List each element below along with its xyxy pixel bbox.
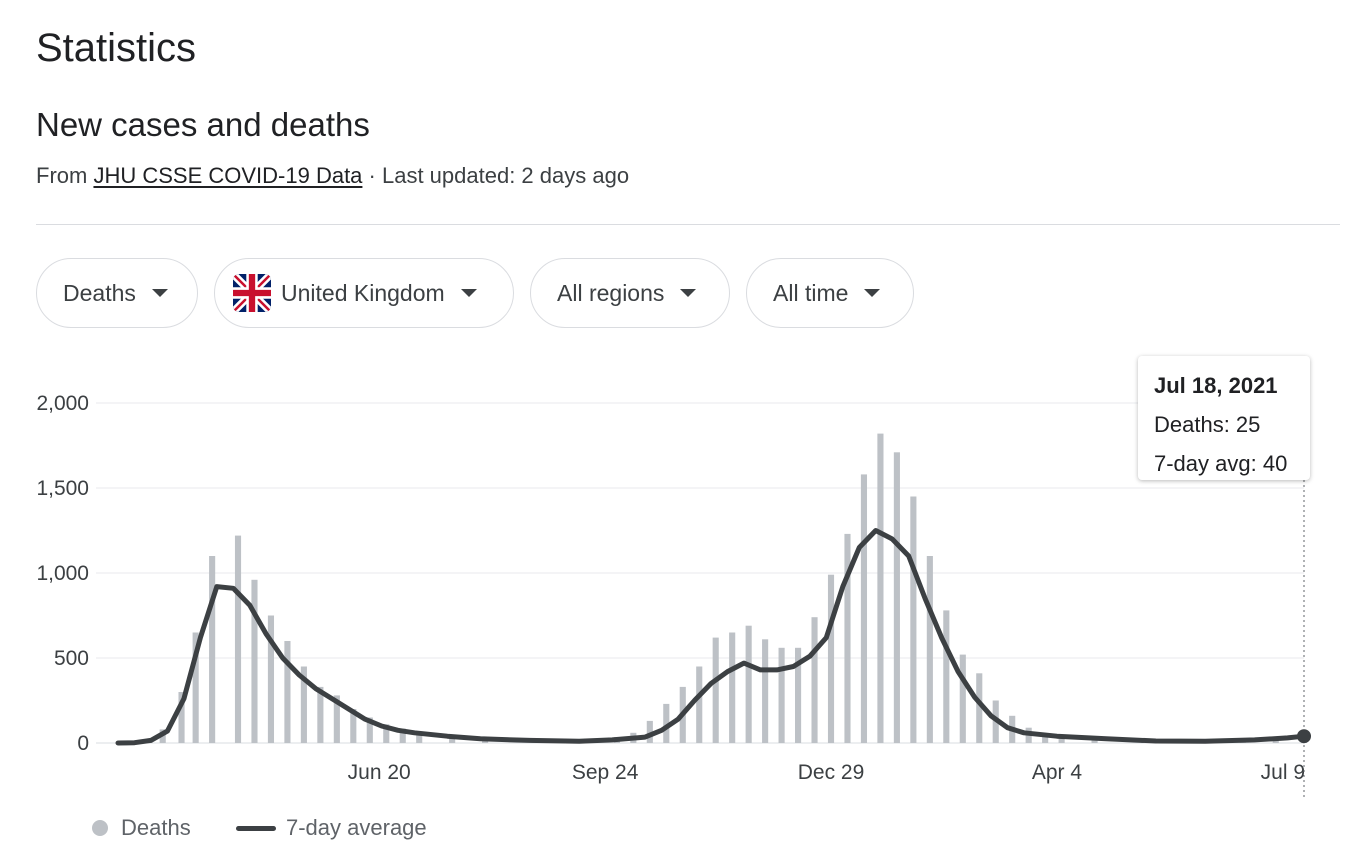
- death-bar: [811, 617, 818, 743]
- uk-flag-icon: [233, 274, 271, 312]
- death-bar: [877, 433, 884, 743]
- death-bar: [1091, 738, 1098, 743]
- death-bar: [192, 632, 199, 743]
- chart-svg[interactable]: 0 500 1,000 1,500 2,000 Jun 20 Sep 24 Dec 29 Apr…: [0, 340, 1354, 820]
- y-tick-label: 500: [54, 647, 89, 670]
- tooltip-average: 7-day avg: 40: [1154, 451, 1288, 476]
- x-tick-label: Dec 29: [798, 761, 865, 784]
- chart-tooltip: Jul 18, 2021 Deaths: 25 7-day avg: 40: [1138, 356, 1310, 480]
- seven-day-average-line: [115, 528, 1307, 746]
- y-tick-label: 1,500: [36, 477, 89, 500]
- source-prefix: From: [36, 163, 88, 188]
- death-bar: [976, 673, 983, 743]
- source-line: From JHU CSSE COVID-19 Data · Last updat…: [36, 163, 629, 189]
- death-bar: [663, 703, 670, 743]
- death-bar: [251, 579, 258, 743]
- death-bar: [795, 647, 802, 743]
- death-bar: [646, 720, 653, 743]
- region-label: All regions: [557, 279, 665, 306]
- death-bar: [745, 625, 752, 743]
- x-tick-label: Jun 20: [348, 761, 411, 784]
- tooltip-date: Jul 18, 2021: [1154, 373, 1278, 398]
- death-bar: [284, 641, 291, 743]
- death-bar: [300, 666, 307, 743]
- country-label: United Kingdom: [281, 279, 445, 306]
- death-bar: [383, 724, 390, 743]
- death-bar: [267, 615, 275, 743]
- country-dropdown[interactable]: United Kingdom: [214, 258, 514, 328]
- metric-dropdown[interactable]: Deaths: [36, 258, 198, 328]
- range-label: All time: [773, 279, 849, 306]
- region-dropdown[interactable]: All regions: [530, 258, 730, 328]
- death-bar: [943, 610, 950, 743]
- caret-down-icon: [680, 289, 697, 297]
- death-bar: [959, 654, 966, 743]
- highlight-point: [1297, 729, 1311, 744]
- death-bar: [416, 732, 423, 743]
- metric-label: Deaths: [63, 279, 136, 306]
- divider: [36, 224, 1340, 225]
- death-bar: [366, 717, 373, 743]
- caret-down-icon: [460, 289, 477, 297]
- death-bar: [860, 474, 868, 743]
- death-bar: [762, 639, 769, 743]
- death-bar: [350, 709, 357, 743]
- death-bar: [893, 452, 900, 743]
- x-tick-label: Apr 4: [1032, 761, 1083, 784]
- tooltip-deaths: Deaths: 25: [1154, 412, 1261, 437]
- death-bar: [926, 556, 933, 743]
- range-dropdown[interactable]: All time: [746, 258, 914, 328]
- caret-down-icon: [151, 289, 168, 297]
- legend-deaths[interactable]: Deaths: [92, 815, 191, 841]
- legend-average-swatch: [236, 825, 276, 831]
- death-bar: [696, 666, 703, 743]
- death-bar: [178, 692, 185, 743]
- source-link[interactable]: JHU CSSE COVID-19 Data: [93, 163, 363, 188]
- death-bar: [910, 496, 917, 743]
- legend-average[interactable]: 7-day average: [236, 815, 427, 841]
- death-bar: [449, 736, 456, 743]
- death-bar: [234, 535, 242, 743]
- legend-deaths-swatch: [92, 820, 108, 836]
- x-tick-label: Jul 9: [1261, 761, 1305, 784]
- death-bar: [729, 632, 736, 743]
- legend-deaths-label: Deaths: [121, 815, 191, 840]
- y-tick-label: 2,000: [36, 392, 89, 415]
- section-title: New cases and deaths: [36, 106, 370, 143]
- page-title: Statistics: [36, 26, 197, 70]
- death-bar: [844, 533, 851, 743]
- caret-down-icon: [864, 289, 881, 297]
- death-bar: [778, 647, 785, 743]
- death-bar: [399, 728, 406, 743]
- death-bar: [712, 637, 719, 743]
- y-tick-label: 1,000: [36, 562, 89, 585]
- death-bar: [317, 686, 324, 743]
- death-bar: [1058, 736, 1065, 743]
- deaths-chart[interactable]: 0 500 1,000 1,500 2,000 Jun 20 Sep 24 Dec 29 Apr…: [0, 340, 1354, 820]
- legend-average-label: 7-day average: [286, 815, 427, 840]
- death-bar: [333, 695, 340, 743]
- death-bar: [827, 574, 835, 743]
- x-tick-label: Sep 24: [572, 761, 639, 784]
- death-bar: [1042, 733, 1049, 743]
- last-updated: · Last updated: 2 days ago: [368, 163, 630, 188]
- death-bar: [209, 556, 216, 743]
- y-tick-label: 0: [77, 732, 89, 755]
